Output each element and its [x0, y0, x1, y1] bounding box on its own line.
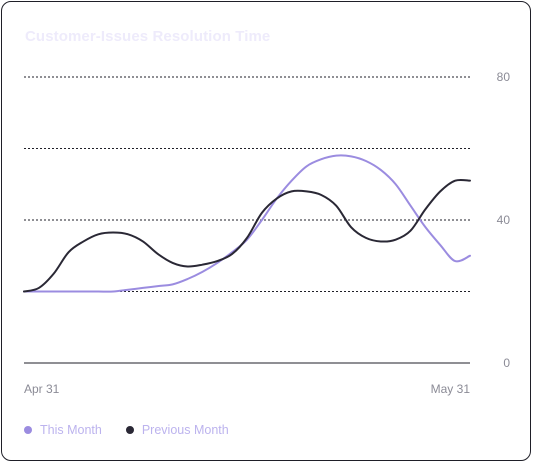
series-line-this-month[interactable]	[23, 154, 471, 293]
y-tick-label: 40	[497, 213, 511, 227]
legend-label-previous-month: Previous Month	[141, 423, 229, 437]
legend-item-this-month[interactable]: This Month	[24, 423, 102, 437]
legend-dot-this-month	[24, 426, 32, 434]
series-line-previous-month[interactable]	[23, 178, 471, 293]
legend-dot-previous-month	[125, 426, 134, 434]
x-tick-label: Apr 31	[24, 382, 60, 396]
chart-legend: This Month Previous Month	[24, 423, 253, 437]
y-tick-label: 80	[497, 70, 511, 84]
grid-lines	[24, 76, 470, 364]
chart-title: Customer-Issues Resolution Time	[25, 28, 271, 45]
series-lines	[23, 154, 471, 293]
legend-item-previous-month[interactable]: Previous Month	[125, 423, 229, 437]
axis-labels: 0 40 80 Apr 31 May 31	[24, 70, 510, 396]
legend-label-this-month: This Month	[40, 423, 102, 437]
y-tick-label: 0	[503, 356, 510, 370]
x-tick-label: May 31	[431, 382, 471, 396]
